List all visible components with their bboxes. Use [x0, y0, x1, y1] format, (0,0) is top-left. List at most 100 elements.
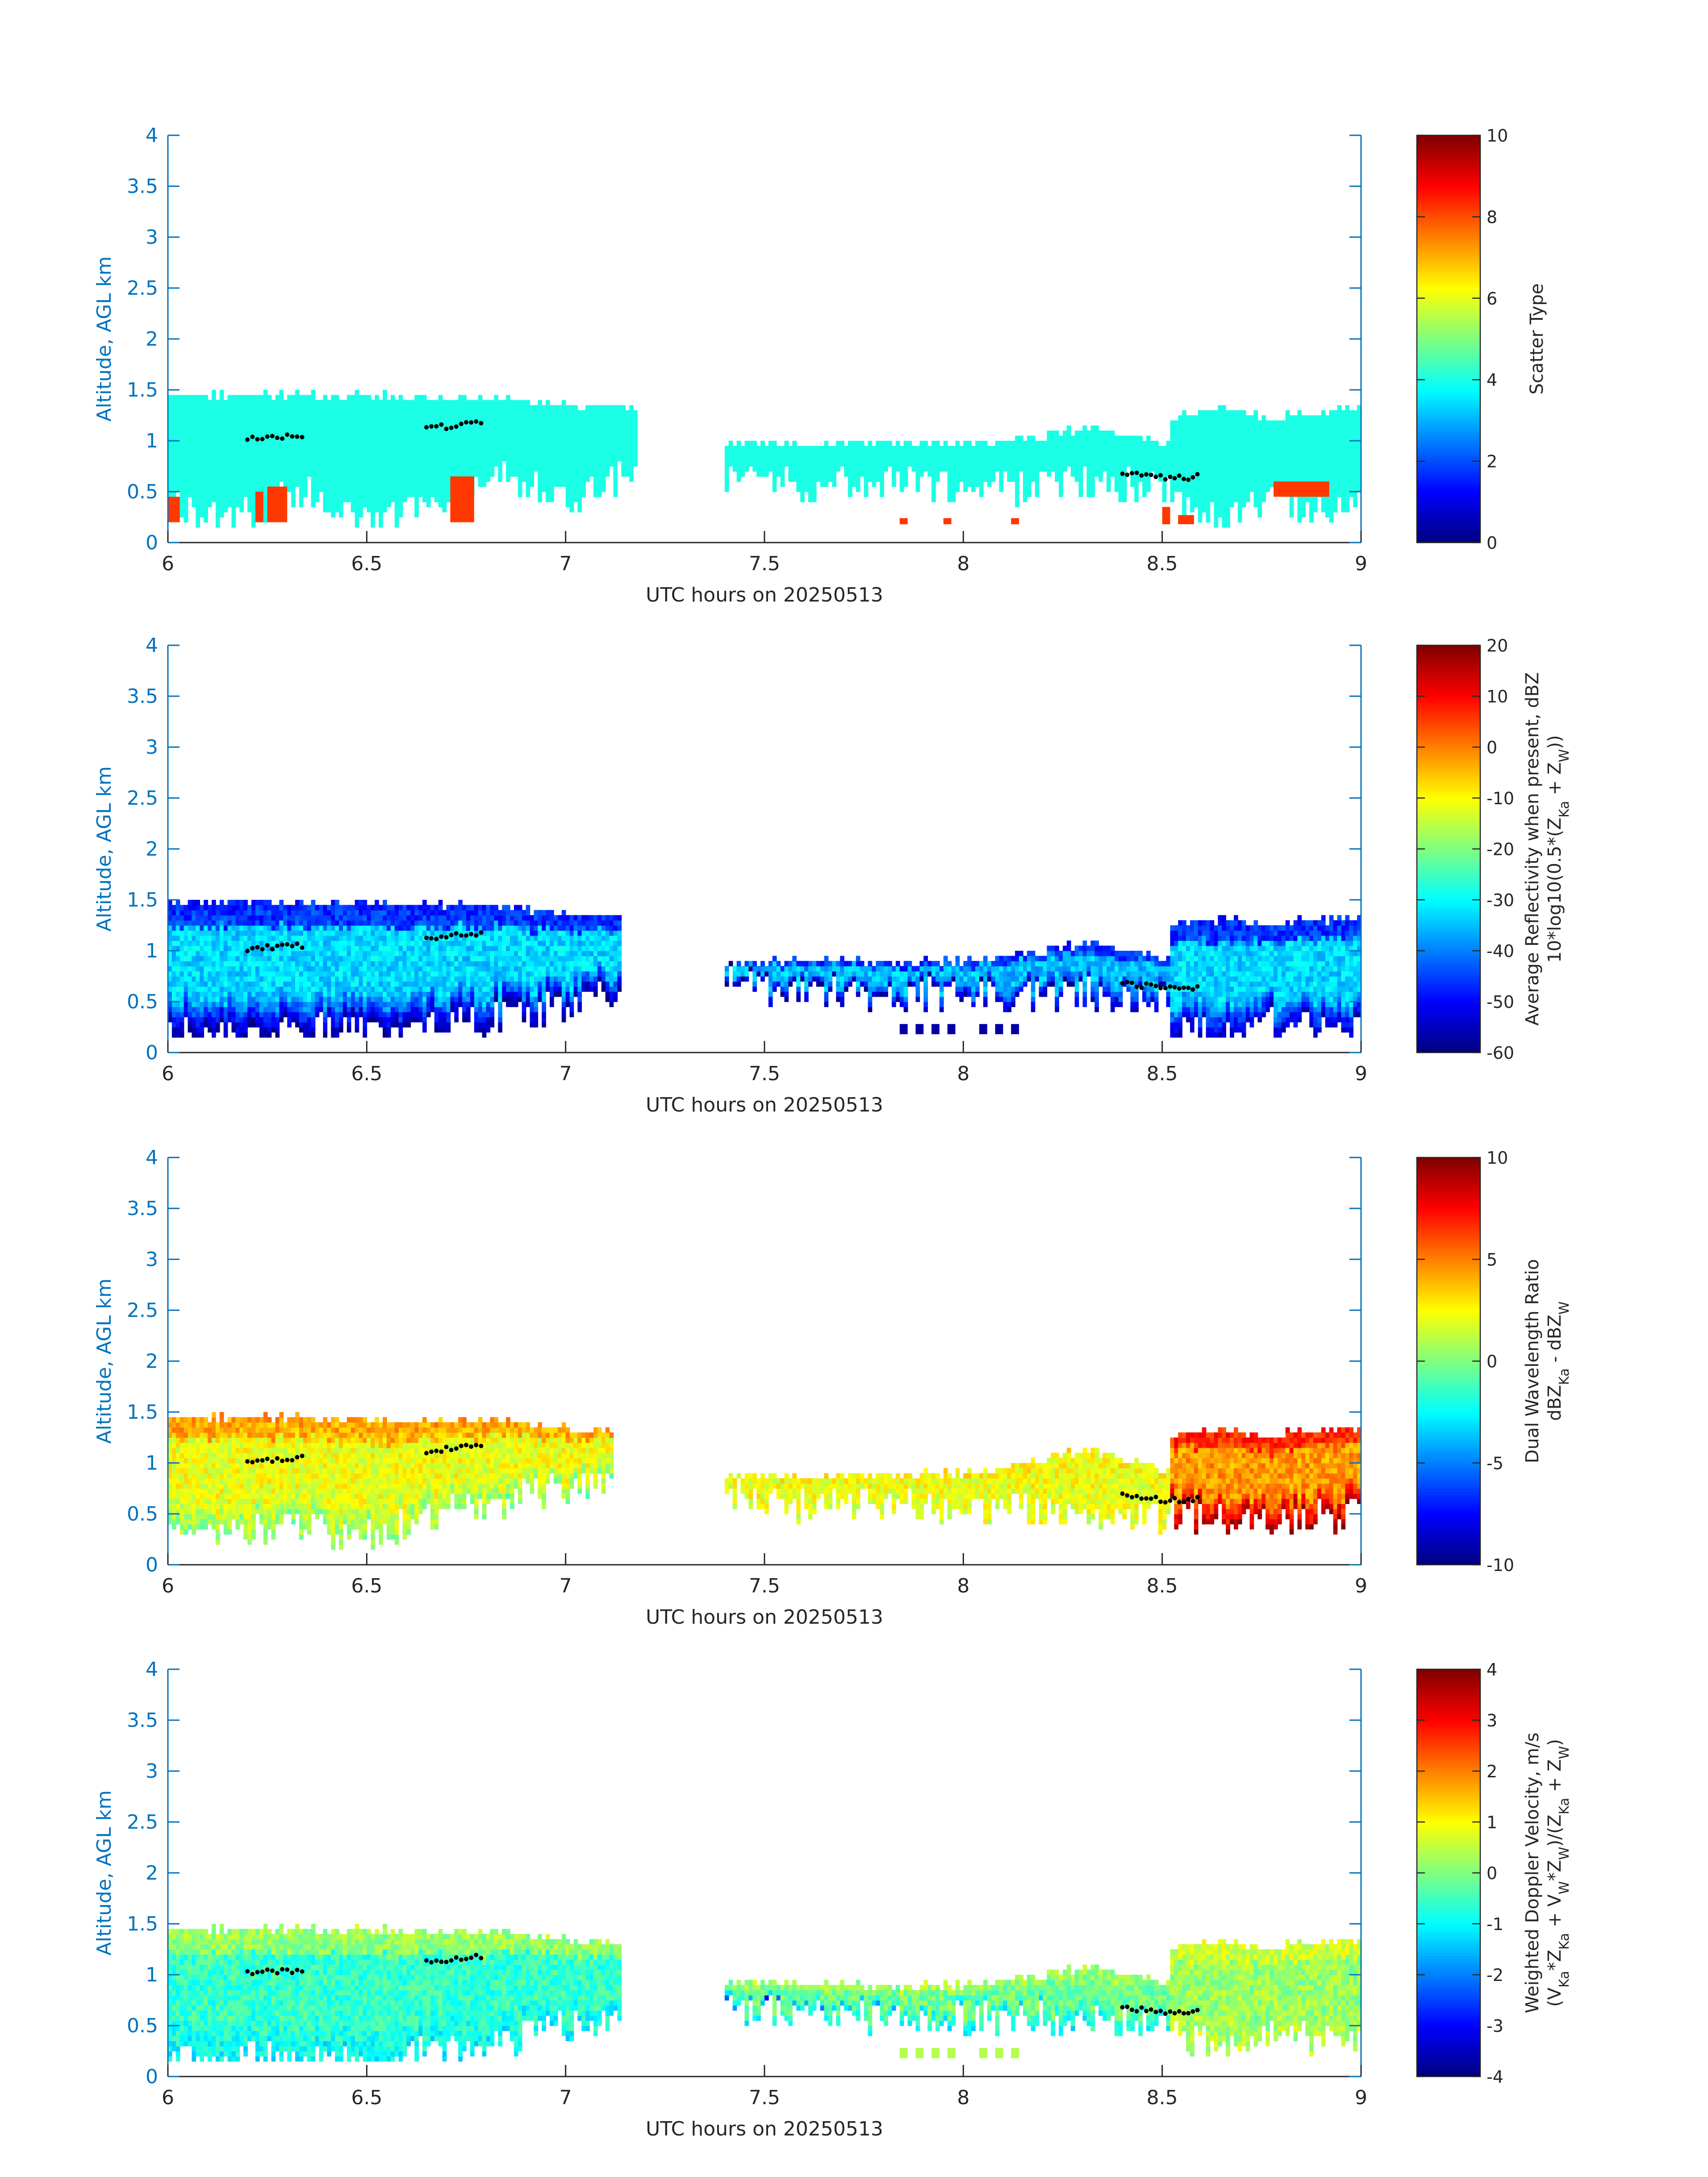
heatmap-cell: [212, 1022, 216, 1028]
heatmap-cell: [275, 425, 280, 431]
heatmap-cell: [1027, 435, 1031, 441]
heatmap-cell: [223, 920, 228, 926]
colorbar-swatch: [1417, 469, 1480, 473]
heatmap-cell: [625, 446, 630, 451]
heatmap-cell: [1337, 441, 1342, 447]
heatmap-cell: [239, 915, 244, 921]
heatmap-cell: [243, 961, 248, 966]
heatmap-cell: [311, 430, 316, 436]
heatmap-cell: [247, 476, 252, 482]
heatmap-cell: [1027, 471, 1031, 477]
heatmap-cell: [319, 476, 324, 482]
heatmap-cell: [884, 446, 888, 451]
heatmap-cell: [478, 476, 483, 482]
heatmap-cell: [331, 456, 335, 462]
heatmap-cell: [239, 430, 244, 436]
heatmap-cell: [1142, 476, 1147, 482]
heatmap-cell: [565, 461, 570, 467]
heatmap-cell: [450, 471, 455, 477]
heatmap-cell: [180, 456, 184, 462]
heatmap-cell: [884, 451, 888, 456]
heatmap-cell: [223, 501, 228, 507]
heatmap-cell: [323, 441, 328, 447]
heatmap-cell: [418, 446, 423, 451]
heatmap-cell: [1214, 441, 1219, 447]
heatmap-cell: [299, 420, 304, 426]
heatmap-cell: [351, 420, 355, 426]
heatmap-cell: [732, 451, 737, 456]
heatmap-cell: [219, 395, 224, 401]
heatmap-cell: [1337, 492, 1342, 497]
cloud-base-marker: [1144, 472, 1149, 477]
heatmap-cell: [1317, 446, 1322, 451]
heatmap-cell: [239, 956, 244, 961]
heatmap-cell: [188, 981, 192, 987]
heatmap-cell: [800, 492, 805, 497]
heatmap-cell: [1357, 466, 1361, 472]
heatmap-cell: [227, 425, 232, 431]
heatmap-cell: [800, 476, 805, 482]
heatmap-cell: [1047, 430, 1052, 436]
heatmap-cell: [458, 395, 463, 401]
heatmap-cell: [231, 1011, 236, 1017]
heatmap-cell: [247, 961, 252, 966]
heatmap-cell: [736, 476, 741, 482]
heatmap-cell: [175, 1027, 180, 1033]
heatmap-cell: [1234, 466, 1238, 472]
heatmap-cell: [1078, 446, 1083, 451]
heatmap-cell: [422, 435, 427, 441]
heatmap-cell: [1313, 420, 1318, 426]
heatmap-cell: [1226, 476, 1230, 482]
heatmap-cell: [625, 471, 630, 477]
heatmap-cell: [1345, 410, 1350, 416]
heatmap-cell: [1353, 456, 1357, 462]
heatmap-cell: [295, 395, 300, 401]
heatmap-cell: [1162, 466, 1167, 472]
heatmap-cell: [1186, 441, 1190, 447]
heatmap-cell: [215, 1022, 220, 1028]
heatmap-cell: [538, 435, 542, 441]
heatmap-cell: [498, 456, 502, 462]
heatmap-cell: [383, 501, 387, 507]
heatmap-cell: [1074, 441, 1079, 447]
heatmap-cell: [430, 456, 435, 462]
heatmap-cell: [569, 492, 574, 497]
heatmap-cell: [1047, 441, 1052, 447]
heatmap-cell: [231, 1022, 236, 1028]
heatmap-cell: [215, 497, 220, 502]
heatmap-cell: [303, 466, 308, 472]
heatmap-cell: [247, 501, 252, 507]
heatmap-cell: [557, 435, 562, 441]
heatmap-cell: [442, 497, 447, 502]
heatmap-cell: [848, 476, 852, 482]
heatmap-cell: [371, 512, 375, 518]
heatmap-cell: [625, 466, 630, 472]
heatmap-cell: [371, 471, 375, 477]
heatmap-cell: [1317, 461, 1322, 467]
heatmap-cell: [386, 497, 391, 502]
heatmap-cell: [1142, 486, 1147, 492]
heatmap-cell: [788, 466, 793, 472]
heatmap-cell: [351, 461, 355, 467]
heatmap-cell: [1170, 441, 1175, 447]
heatmap-cell: [903, 461, 908, 467]
heatmap-cell: [342, 415, 347, 421]
heatmap-cell: [1253, 410, 1258, 416]
heatmap-cell: [319, 446, 324, 451]
heatmap-cell: [613, 405, 618, 411]
heatmap-cell: [1274, 461, 1278, 467]
heatmap-cell: [1305, 456, 1310, 462]
heatmap-cell: [1218, 486, 1223, 492]
heatmap-cell: [987, 461, 992, 467]
heatmap-cell: [414, 451, 419, 456]
heatmap-cell: [605, 466, 610, 472]
heatmap-cell: [1309, 430, 1314, 436]
heatmap-cell: [351, 435, 355, 441]
heatmap-cell: [323, 425, 328, 431]
heatmap-cell: [1325, 441, 1330, 447]
heatmap-cell: [171, 1032, 176, 1038]
heatmap-cell: [518, 456, 522, 462]
heatmap-cell: [196, 430, 200, 436]
heatmap-cell: [899, 476, 904, 482]
heatmap-cell: [569, 486, 574, 492]
